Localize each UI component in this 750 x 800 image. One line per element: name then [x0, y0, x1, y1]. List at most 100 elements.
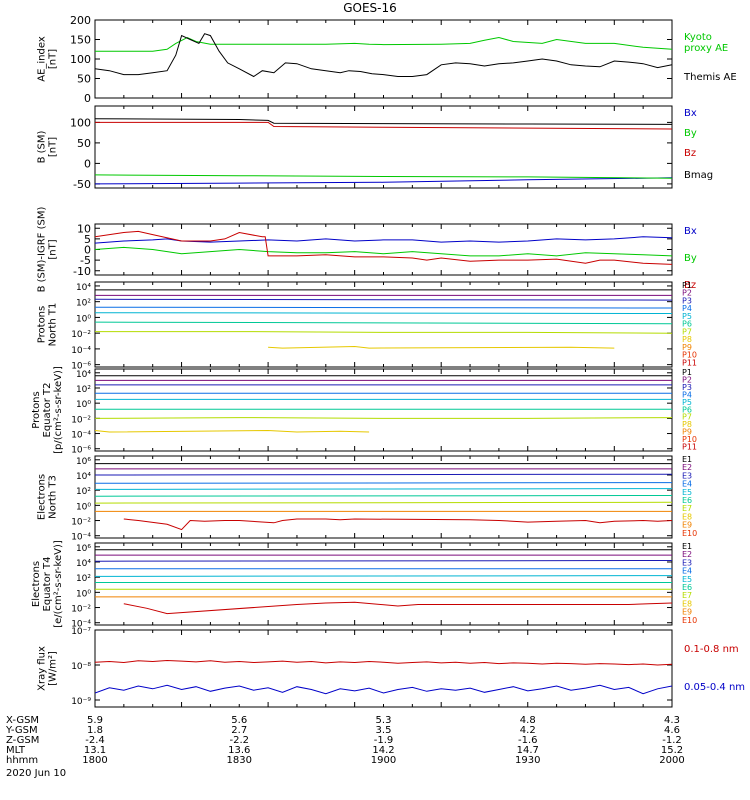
y-axis-label-line: [e/(cm²-s-sr-keV)] [53, 540, 64, 628]
legend-entry: P9 [682, 428, 692, 437]
legend-entry: 0.1-0.8 nm [684, 644, 739, 655]
legend-entry: P7 [682, 327, 692, 336]
y-tick-label: 10⁻⁶ [71, 446, 91, 456]
legend-entry-line: proxy AE [684, 43, 728, 54]
legend-entry: E4 [682, 480, 692, 489]
ephemeris-value: 14.2 [372, 745, 394, 756]
series-p8 [268, 345, 615, 349]
y-tick-label: 10 [77, 222, 91, 235]
y-axis-label-line: B (SM) [37, 130, 48, 163]
legend-entry: Bz [684, 280, 696, 291]
legend-entry: P9 [682, 343, 692, 352]
y-tick-label: 10⁴ [76, 283, 91, 293]
panel-frame [94, 281, 673, 368]
legend-entry: E6 [682, 496, 692, 505]
ephemeris-value: -2.2 [229, 735, 249, 746]
y-tick-label: 10⁰ [76, 502, 91, 512]
legend-entry: Bx [684, 226, 697, 237]
series-bx [95, 236, 672, 244]
ephemeris-value: 2.7 [231, 725, 247, 736]
panel-5: 10⁴ 10² 10⁰ 10⁻² 10⁻⁴ 10⁻⁶ ProtonsEquator T2[p… [31, 366, 697, 456]
ephemeris-value: 1930 [515, 755, 540, 766]
legend-entry: P2 [682, 375, 692, 384]
panel-frame [94, 629, 673, 708]
ephemeris-value: 4.2 [520, 725, 536, 736]
legend-entry: P1 [682, 368, 692, 377]
y-tick-label: 10⁴ [76, 370, 91, 380]
y-axis-label: ElectronsNorth T3 [37, 474, 59, 520]
series-bz [95, 121, 672, 130]
y-tick-label: 100 [70, 116, 91, 129]
legend-entry: E8 [682, 512, 692, 521]
y-tick-label: 10² [76, 574, 91, 584]
y-axis-label-line: B (SM)-IGRF (SM) [37, 207, 48, 293]
legend-entry-line: Bx [684, 226, 697, 237]
y-axis-label-line: AE_index [37, 36, 48, 82]
panel-frame [94, 368, 673, 452]
legend-entry: E2 [682, 550, 692, 559]
y-tick-label: 10⁻² [71, 415, 91, 425]
legend-entry: 0.05-0.4 nm [684, 682, 745, 693]
ephemeris-value: 5.3 [376, 715, 392, 726]
legend-entry: Kyoto proxy AE [684, 32, 728, 54]
series-bx [95, 177, 672, 185]
legend-entry-line: Bz [684, 280, 696, 291]
legend-entry: E10 [682, 616, 697, 625]
y-tick-label: -5 [80, 254, 91, 267]
legend-entry: E3 [682, 558, 692, 567]
legend-entry: E6 [682, 583, 692, 592]
y-axis-label: ElectronsEquator T4[e/(cm²-s-sr-keV)] [31, 540, 64, 628]
y-tick-label: 150 [70, 34, 91, 47]
y-tick-label: 10⁻⁸ [71, 662, 91, 672]
legend-entry: E3 [682, 471, 692, 480]
y-axis-label-line: North T3 [48, 475, 59, 519]
ephemeris-value: 5.6 [231, 715, 247, 726]
legend-entry-line: Kyoto [684, 32, 712, 43]
ephemeris-label: MLT [6, 745, 26, 756]
ephemeris-value: 1.8 [87, 725, 103, 736]
panel-frame [94, 19, 673, 99]
legend-entry: E10 [682, 529, 697, 538]
series-p6 [95, 321, 672, 325]
y-axis-label-line: North T1 [48, 303, 59, 347]
panel-frame [94, 223, 673, 276]
ephemeris-label: X-GSM [6, 715, 39, 726]
legend-entry-line: Bmag [684, 170, 713, 181]
series-e9 [123, 518, 672, 531]
legend-entry: E1 [682, 455, 692, 464]
y-tick-label: 0 [84, 244, 91, 257]
date-label: 2020 Jun 10 [6, 768, 66, 779]
legend-entry: E8 [682, 599, 692, 608]
y-axis-label: ProtonsNorth T1 [37, 303, 59, 347]
y-tick-label: 10⁻⁴ [71, 533, 91, 543]
legend-entry: P2 [682, 289, 692, 298]
y-axis-label-line: [nT] [48, 239, 59, 259]
y-tick-label: 50 [77, 73, 91, 86]
legend-entry: E2 [682, 463, 692, 472]
y-tick-label: 10⁶ [76, 544, 91, 554]
y-axis-label: ProtonsEquator T2[p/(cm²-s-sr-keV)] [31, 366, 64, 454]
y-tick-label: -50 [73, 178, 91, 191]
series-e6 [95, 495, 672, 497]
series-themis-ae [95, 33, 672, 78]
ephemeris-value: 13.6 [228, 745, 250, 756]
ephemeris-value: 15.2 [661, 745, 683, 756]
legend-entry: P3 [682, 383, 692, 392]
series-p8 [95, 429, 370, 433]
y-tick-label: 10⁻⁴ [71, 431, 91, 441]
legend-entry: By [684, 128, 697, 139]
y-axis-label: Xray flux[W/m²] [37, 646, 59, 691]
series-bz [95, 230, 672, 265]
y-tick-label: 10² [76, 299, 91, 309]
ephemeris-value: 4.6 [664, 725, 680, 736]
y-axis-label-line: [W/m²] [48, 651, 59, 686]
legend-entry: P5 [682, 398, 692, 407]
y-tick-label: 10⁻⁴ [71, 620, 91, 630]
legend-entry: P1 [682, 281, 692, 290]
panel-1: 0 50 100 150 200 AE_index[nT] Kyoto proxy AE The… [37, 14, 737, 105]
ephemeris-value: 3.5 [376, 725, 392, 736]
y-axis-label-line: Protons [37, 306, 48, 343]
series-p7 [95, 417, 672, 419]
ephemeris-value: -1.9 [374, 735, 394, 746]
y-axis-label-line: Protons [31, 391, 42, 428]
